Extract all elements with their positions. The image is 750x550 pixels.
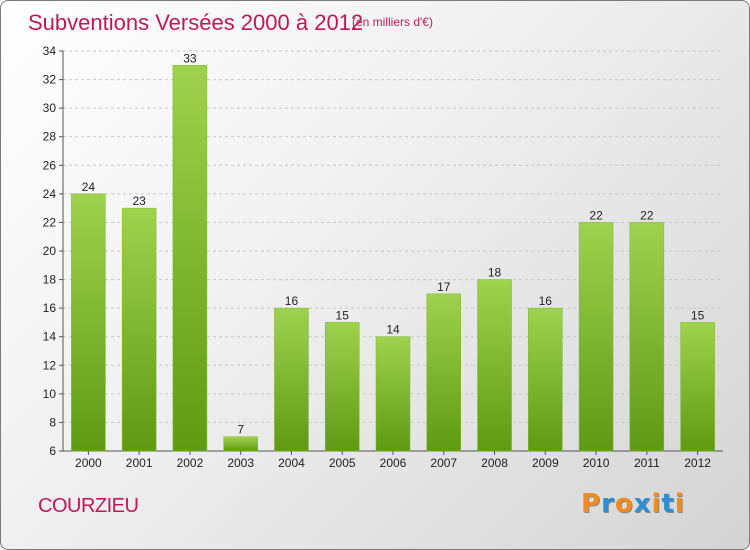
bar (629, 222, 665, 452)
chart-unit: (en milliers d'€) (352, 15, 433, 29)
logo-letter: t (661, 489, 675, 519)
y-tick-label: 6 (49, 444, 56, 458)
bar-value-label: 33 (183, 51, 197, 65)
y-tick-label: 30 (43, 101, 57, 115)
y-tick-label: 34 (43, 44, 57, 58)
bar-value-label: 15 (336, 308, 350, 322)
y-tick-label: 28 (43, 130, 57, 144)
logo-letter: P (581, 489, 602, 519)
x-tick-label: 2011 (634, 456, 660, 470)
bar-value-label: 16 (285, 294, 299, 308)
bar (578, 222, 614, 452)
x-tick-label: 2003 (227, 456, 254, 470)
bar (324, 322, 360, 452)
x-tick-label: 2008 (481, 456, 508, 470)
x-tick-label: 2009 (532, 456, 559, 470)
x-tick-label: 2010 (583, 456, 610, 470)
bar-value-label: 15 (691, 308, 705, 322)
logo-letter: o (614, 489, 634, 519)
bar (223, 436, 258, 452)
x-tick-label: 2006 (380, 456, 407, 470)
bar (375, 336, 411, 452)
y-tick-label: 12 (43, 358, 57, 372)
bar-value-label: 18 (488, 266, 502, 280)
chart-title: Subventions Versées 2000 à 2012 (28, 10, 364, 35)
commune-name: COURZIEU (38, 495, 139, 517)
logo-letter: i (651, 489, 662, 519)
bar (680, 322, 715, 452)
x-tick-label: 2000 (75, 456, 102, 470)
bar (528, 307, 563, 452)
y-tick-label: 22 (43, 215, 57, 229)
y-tick-label: 20 (43, 244, 57, 258)
x-tick-label: 2004 (278, 456, 305, 470)
bar (477, 279, 512, 452)
x-tick-label: 2012 (684, 456, 711, 470)
bar-value-label: 17 (437, 280, 451, 294)
y-tick-label: 26 (43, 158, 57, 172)
x-tick-label: 2007 (430, 456, 457, 470)
bar-value-label: 16 (539, 294, 553, 308)
x-tick-label: 2002 (177, 456, 204, 470)
proxiti-logo: Proxiti (581, 489, 685, 519)
bar-value-label: 22 (640, 208, 654, 222)
x-tick-label: 2001 (126, 456, 153, 470)
y-tick-label: 16 (43, 301, 57, 315)
logo-letter: x (633, 489, 652, 519)
y-tick-label: 10 (43, 387, 57, 401)
bar-value-label: 23 (132, 194, 146, 208)
x-tick-label: 2005 (329, 456, 356, 470)
y-tick-label: 32 (43, 73, 57, 87)
bar-value-label: 22 (589, 208, 603, 222)
bar-value-label: 24 (82, 180, 96, 194)
bar-value-label: 7 (237, 423, 244, 437)
y-tick-label: 14 (43, 330, 57, 344)
bar (274, 307, 309, 452)
bar-value-label: 14 (386, 323, 400, 337)
bar (121, 207, 157, 452)
y-tick-label: 24 (43, 187, 57, 201)
y-tick-label: 18 (43, 273, 57, 287)
logo-letter: i (674, 489, 685, 519)
bar (71, 193, 106, 452)
bar (172, 65, 208, 452)
bar (426, 293, 462, 452)
y-tick-label: 8 (49, 415, 56, 429)
logo-letter: r (601, 489, 615, 519)
